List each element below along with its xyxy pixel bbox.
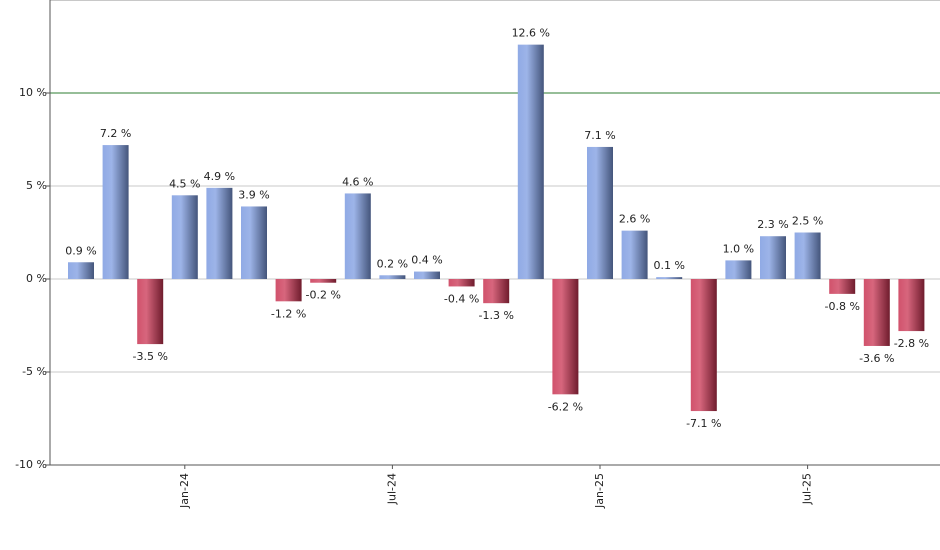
value-label: -1.3 % — [478, 309, 513, 322]
value-label: -0.2 % — [305, 289, 340, 302]
bar — [137, 279, 164, 345]
bar — [483, 279, 510, 304]
value-label: 3.9 % — [238, 188, 269, 201]
y-tick-label: 10 % — [19, 86, 47, 99]
value-label: 0.9 % — [65, 244, 96, 257]
value-label: 2.3 % — [757, 218, 788, 231]
bar — [275, 279, 302, 302]
bar — [171, 195, 198, 279]
value-label: -3.5 % — [132, 350, 167, 363]
x-tick-label: Jul-25 — [801, 473, 814, 505]
value-label: -6.2 % — [548, 400, 583, 413]
y-tick-label: -10 % — [15, 458, 47, 471]
value-label: 7.1 % — [584, 129, 615, 142]
bar — [725, 260, 752, 279]
value-label: -0.4 % — [444, 292, 479, 305]
value-label: -0.8 % — [824, 300, 859, 313]
value-label: -1.2 % — [271, 307, 306, 320]
bar — [241, 206, 267, 279]
value-label: 0.2 % — [377, 257, 408, 270]
value-label: -3.6 % — [859, 352, 894, 365]
value-label: 4.5 % — [169, 177, 200, 190]
value-label: 0.4 % — [411, 254, 442, 267]
value-label: 7.2 % — [100, 127, 131, 140]
x-tick-label: Jan-24 — [178, 473, 191, 509]
bar — [206, 187, 233, 279]
bar — [898, 279, 925, 332]
bar — [310, 279, 337, 283]
y-tick-label: 0 % — [26, 272, 47, 285]
value-label: 4.9 % — [204, 170, 235, 183]
bar — [794, 232, 821, 279]
x-tick-label: Jul-24 — [385, 473, 398, 505]
bar — [344, 193, 371, 279]
value-label: -7.1 % — [686, 417, 721, 430]
bar — [656, 277, 683, 279]
bar — [829, 279, 856, 294]
bar — [760, 236, 786, 279]
bar — [102, 145, 129, 279]
x-tick-label: Jan-25 — [593, 473, 606, 509]
bar — [68, 262, 94, 279]
bar — [863, 279, 890, 346]
value-label: -2.8 % — [894, 337, 929, 350]
value-label: 12.6 % — [512, 27, 550, 40]
value-label: 2.5 % — [792, 215, 823, 228]
bar — [552, 279, 579, 395]
bar — [414, 271, 440, 279]
bar — [621, 230, 648, 279]
value-label: 0.1 % — [653, 259, 684, 272]
value-label: 1.0 % — [723, 242, 754, 255]
bar — [587, 146, 613, 279]
bar — [379, 275, 406, 279]
value-label: 4.6 % — [342, 175, 373, 188]
y-tick-label: 5 % — [26, 179, 47, 192]
bar — [448, 279, 475, 287]
bar — [690, 279, 717, 412]
y-tick-label: -5 % — [22, 365, 47, 378]
value-label: 2.6 % — [619, 213, 650, 226]
bar — [517, 44, 544, 279]
